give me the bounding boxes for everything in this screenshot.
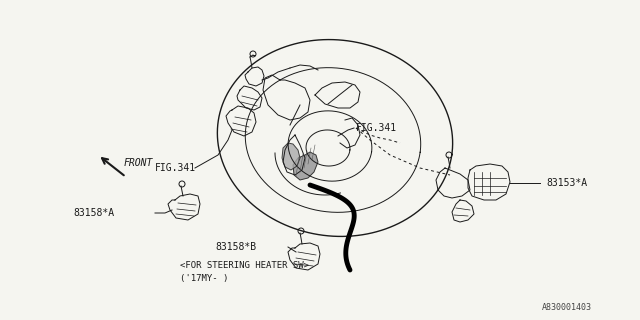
Text: FIG.341: FIG.341: [356, 123, 397, 133]
Text: 83153*A: 83153*A: [546, 178, 587, 188]
Text: A830001403: A830001403: [542, 303, 592, 313]
Polygon shape: [293, 152, 318, 180]
Text: 83158*B: 83158*B: [215, 242, 256, 252]
Text: FRONT: FRONT: [124, 158, 154, 168]
Polygon shape: [282, 143, 300, 170]
Text: <FOR STEERING HEATER SW>: <FOR STEERING HEATER SW>: [180, 260, 309, 269]
Text: 83158*A: 83158*A: [74, 208, 115, 218]
Text: FIG.341: FIG.341: [155, 163, 196, 173]
Text: ('17MY- ): ('17MY- ): [180, 274, 228, 283]
